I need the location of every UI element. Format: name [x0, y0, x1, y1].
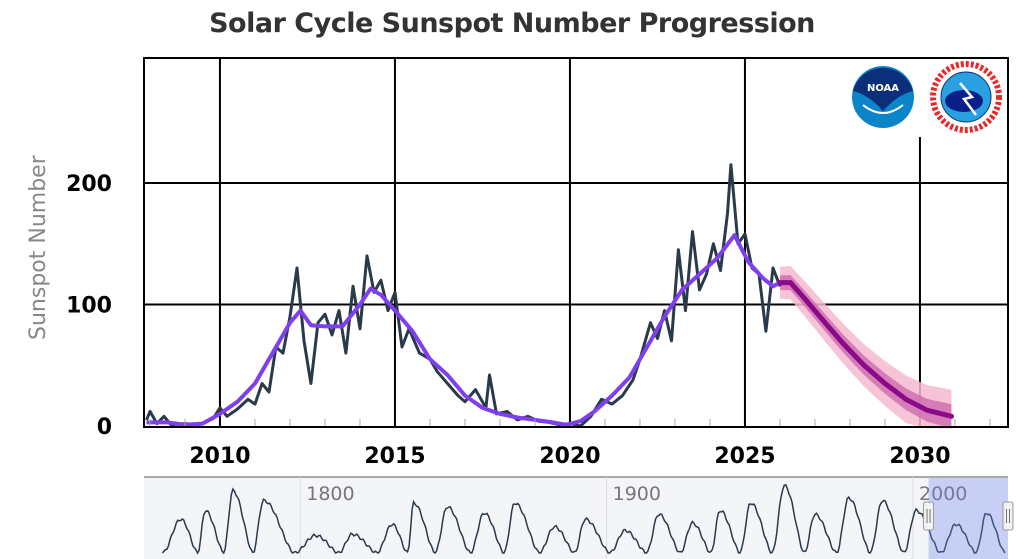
prediction-bands — [779, 265, 952, 429]
plot-border — [143, 57, 1009, 428]
observed-line — [145, 163, 782, 428]
smoothed-line — [146, 233, 781, 427]
series-lines — [145, 163, 954, 428]
navigator-label: 1900 — [613, 483, 661, 505]
navigator-selection — [928, 478, 1008, 559]
navigator-left-handle[interactable] — [923, 501, 935, 531]
predicted-line — [777, 280, 954, 419]
navigator-label: 1800 — [306, 483, 354, 505]
y-tick-label: 0 — [97, 415, 112, 440]
x-tick-label: 2015 — [364, 444, 425, 469]
outer-prediction-band — [779, 265, 952, 429]
axes: 2010 2015 2020 2025 2030 0 100 200 — [66, 57, 1009, 469]
x-tick-label: 2020 — [539, 444, 600, 469]
logos: NOAA — [852, 61, 1002, 133]
handle-grip — [923, 501, 935, 531]
x-tick-label: 2030 — [889, 444, 950, 469]
navigator-series-line — [161, 483, 1006, 555]
chart-title: Solar Cycle Sunspot Number Progression — [209, 8, 815, 39]
x-tick-label: 2025 — [714, 444, 775, 469]
svg-text:NOAA: NOAA — [867, 83, 899, 94]
nws-logo — [930, 61, 1002, 133]
y-tick-label: 100 — [66, 294, 112, 319]
navigator: 1800 1900 2000 — [144, 476, 1014, 559]
handle-grip — [1002, 501, 1014, 531]
navigator-background — [144, 477, 1008, 559]
x-tick-label: 2010 — [189, 444, 250, 469]
navigator-label: 2000 — [919, 483, 967, 505]
noaa-logo: NOAA — [852, 66, 914, 128]
navigator-right-handle[interactable] — [1002, 501, 1014, 531]
y-tick-label: 200 — [66, 172, 112, 197]
inner-prediction-band — [779, 275, 952, 429]
